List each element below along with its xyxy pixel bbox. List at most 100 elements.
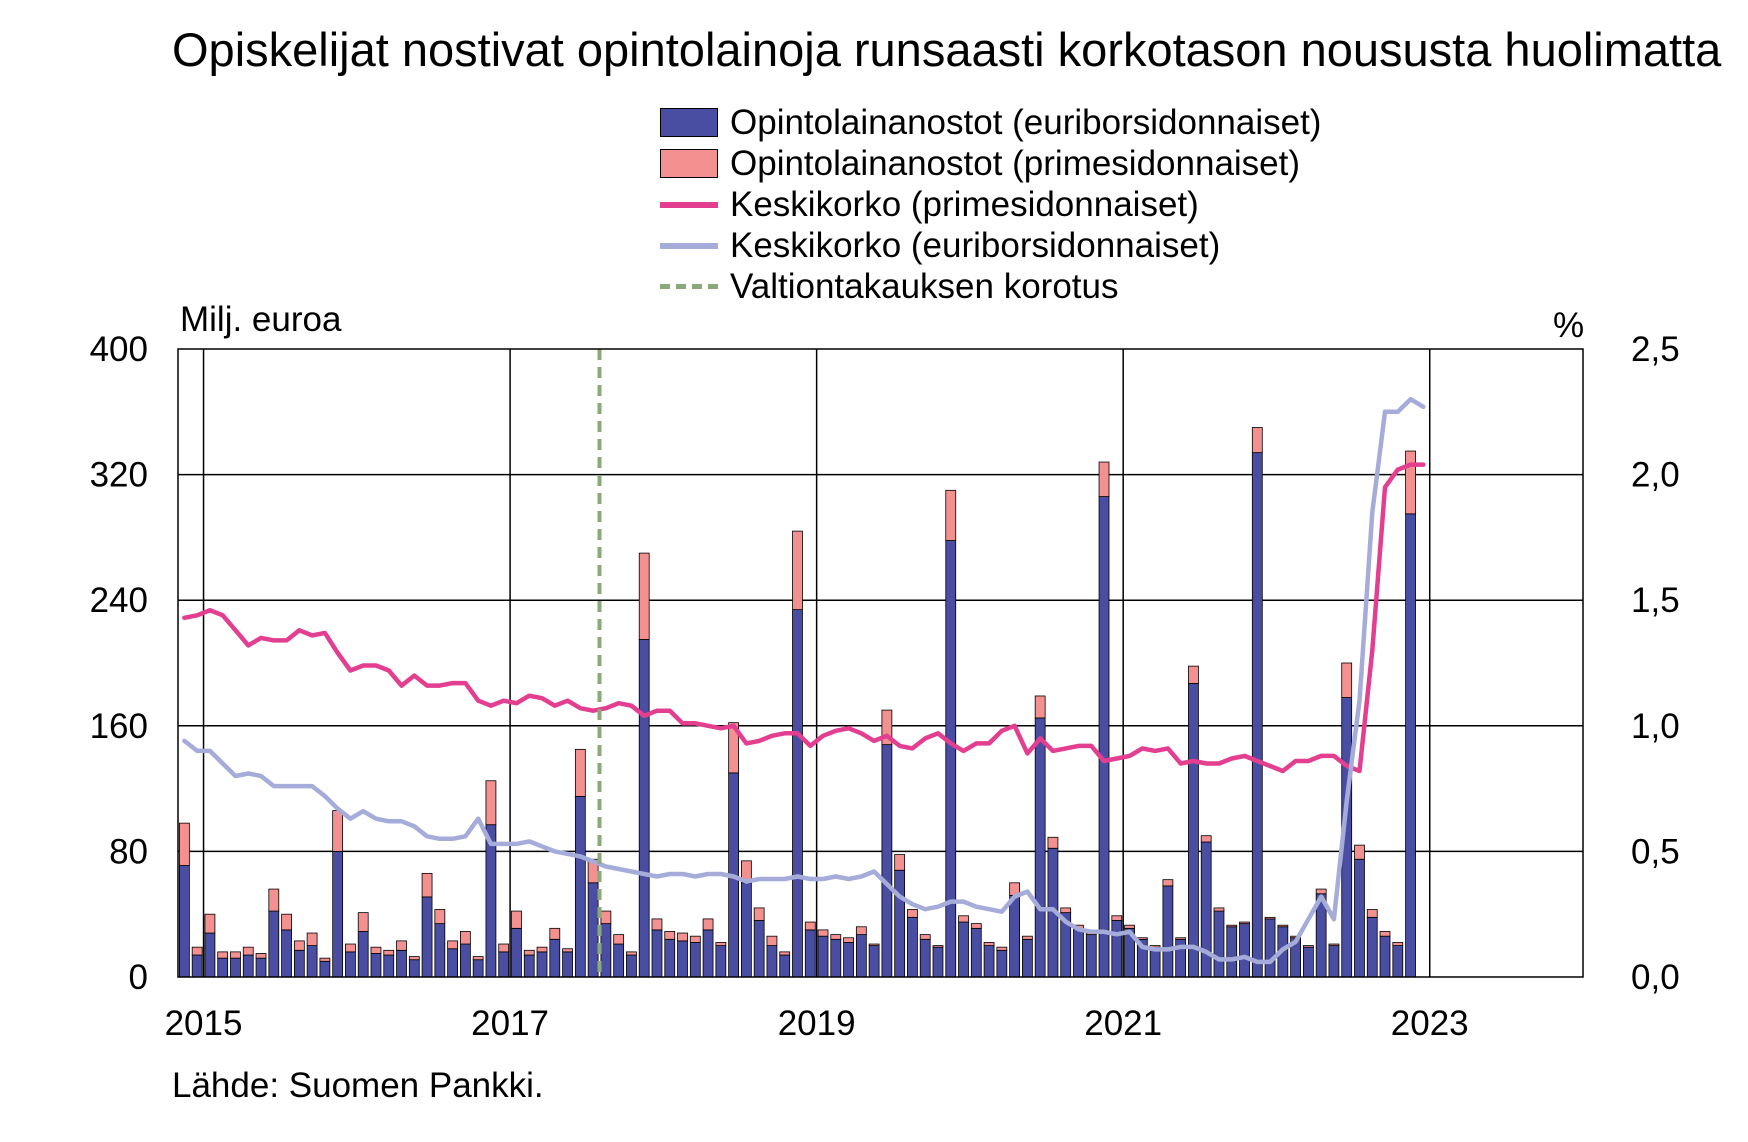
bar-euribor (779, 954, 791, 978)
bar-euribor (715, 945, 727, 978)
bar-prime (268, 888, 280, 912)
y-left-tick-label: 160 (90, 707, 148, 746)
legend-swatch-guarantee-line (660, 284, 718, 289)
bar-euribor (958, 921, 969, 978)
bar-euribor (817, 935, 829, 978)
bar-euribor (626, 954, 637, 978)
bar-prime (1264, 916, 1276, 920)
bar-euribor (1200, 841, 1212, 978)
bar-euribor (370, 953, 382, 978)
bar-prime (1136, 937, 1148, 940)
bar-prime (306, 932, 318, 946)
bar-prime (689, 935, 701, 943)
bar-prime (600, 910, 612, 925)
bar-euribor (996, 949, 1008, 978)
bar-prime (204, 913, 216, 934)
bar-euribor (498, 951, 510, 978)
bar-euribor (268, 910, 280, 978)
bar-prime (907, 909, 918, 918)
y-right-tick-label: 0,0 (1631, 958, 1680, 997)
bar-prime (753, 907, 765, 921)
bar-prime (1124, 924, 1135, 929)
bar-prime (217, 951, 229, 959)
bar-euribor (945, 540, 957, 978)
bar-prime (1315, 888, 1327, 895)
bar-euribor (1379, 935, 1391, 978)
bar-euribor (549, 938, 561, 978)
bar-prime (855, 926, 867, 936)
right-axis-unit: % (1553, 306, 1585, 345)
legend-label-euribor-bar: Opintolainanostot (euriborsidonnaiset) (730, 103, 1322, 142)
bar-prime (1226, 924, 1238, 928)
bar-euribor (855, 934, 867, 978)
bar-prime (1111, 915, 1123, 921)
bar-prime (396, 940, 407, 951)
legend-label-euribor-line: Keskikorko (euriborsidonnaiset) (730, 226, 1221, 265)
bar-euribor (1111, 920, 1123, 978)
source-note: Lähde: Suomen Pankki. (172, 1066, 544, 1105)
bar-euribor (664, 938, 676, 978)
bar-prime (191, 946, 203, 956)
bar-prime (1379, 931, 1391, 937)
bar-prime (958, 915, 969, 923)
plot-frame (177, 348, 1584, 978)
bar-prime (983, 942, 995, 947)
bar-prime (664, 931, 676, 940)
bar-prime (230, 951, 241, 959)
bar-euribor (536, 951, 548, 978)
bar-euribor (1239, 923, 1250, 978)
bar-euribor (830, 938, 842, 978)
bar-prime (677, 932, 688, 942)
bar-prime (1354, 844, 1365, 860)
bar-prime (1341, 662, 1353, 698)
bar-prime (894, 854, 906, 871)
bar-euribor (447, 948, 458, 978)
bar-prime (945, 489, 957, 541)
bar-euribor (511, 927, 522, 978)
bar-euribor (894, 869, 906, 978)
x-tick-label: 2017 (471, 1004, 549, 1043)
bar-euribor (638, 639, 650, 978)
bar-euribor (345, 951, 356, 978)
bar-euribor (396, 949, 407, 978)
bar-prime (638, 552, 650, 640)
bar-euribor (868, 945, 880, 978)
y-left-tick-label: 320 (90, 456, 148, 495)
bar-euribor (1098, 496, 1110, 978)
bar-prime (881, 709, 893, 746)
bar-prime (1047, 836, 1059, 849)
legend-item-euribor-bar: Opintolainanostot (euriborsidonnaiset) (660, 102, 1321, 143)
bar-euribor (881, 744, 893, 978)
bar-prime (1239, 921, 1250, 925)
bar-prime (1251, 427, 1263, 454)
bar-euribor (574, 796, 586, 978)
bar-prime (1213, 907, 1225, 912)
legend-label-guarantee-line: Valtiontakauksen korotus (730, 267, 1119, 306)
bar-euribor (932, 946, 944, 978)
bar-prime (804, 921, 816, 931)
bar-prime (574, 748, 586, 797)
bar-prime (1200, 835, 1212, 843)
bar-prime (728, 722, 739, 774)
y-right-tick-label: 1,5 (1631, 581, 1680, 620)
bar-euribor (1354, 858, 1365, 978)
bar-euribor (472, 959, 484, 978)
bar-euribor (460, 943, 471, 978)
bar-prime (319, 957, 331, 962)
bar-euribor (523, 954, 535, 978)
bar-prime (242, 946, 254, 956)
bar-prime (345, 943, 356, 953)
bar-prime (179, 822, 190, 866)
legend-swatch-euribor-bar (660, 108, 718, 137)
bar-prime (511, 910, 522, 929)
bar-euribor (1303, 946, 1314, 978)
bar-euribor (1213, 910, 1225, 978)
bar-euribor (1405, 513, 1416, 978)
bar-euribor (204, 932, 216, 978)
bar-prime (651, 918, 663, 931)
bar-euribor (1085, 934, 1097, 978)
bar-prime (293, 940, 305, 951)
bar-prime (715, 942, 727, 947)
legend-item-prime-line: Keskikorko (primesidonnaiset) (660, 184, 1321, 225)
